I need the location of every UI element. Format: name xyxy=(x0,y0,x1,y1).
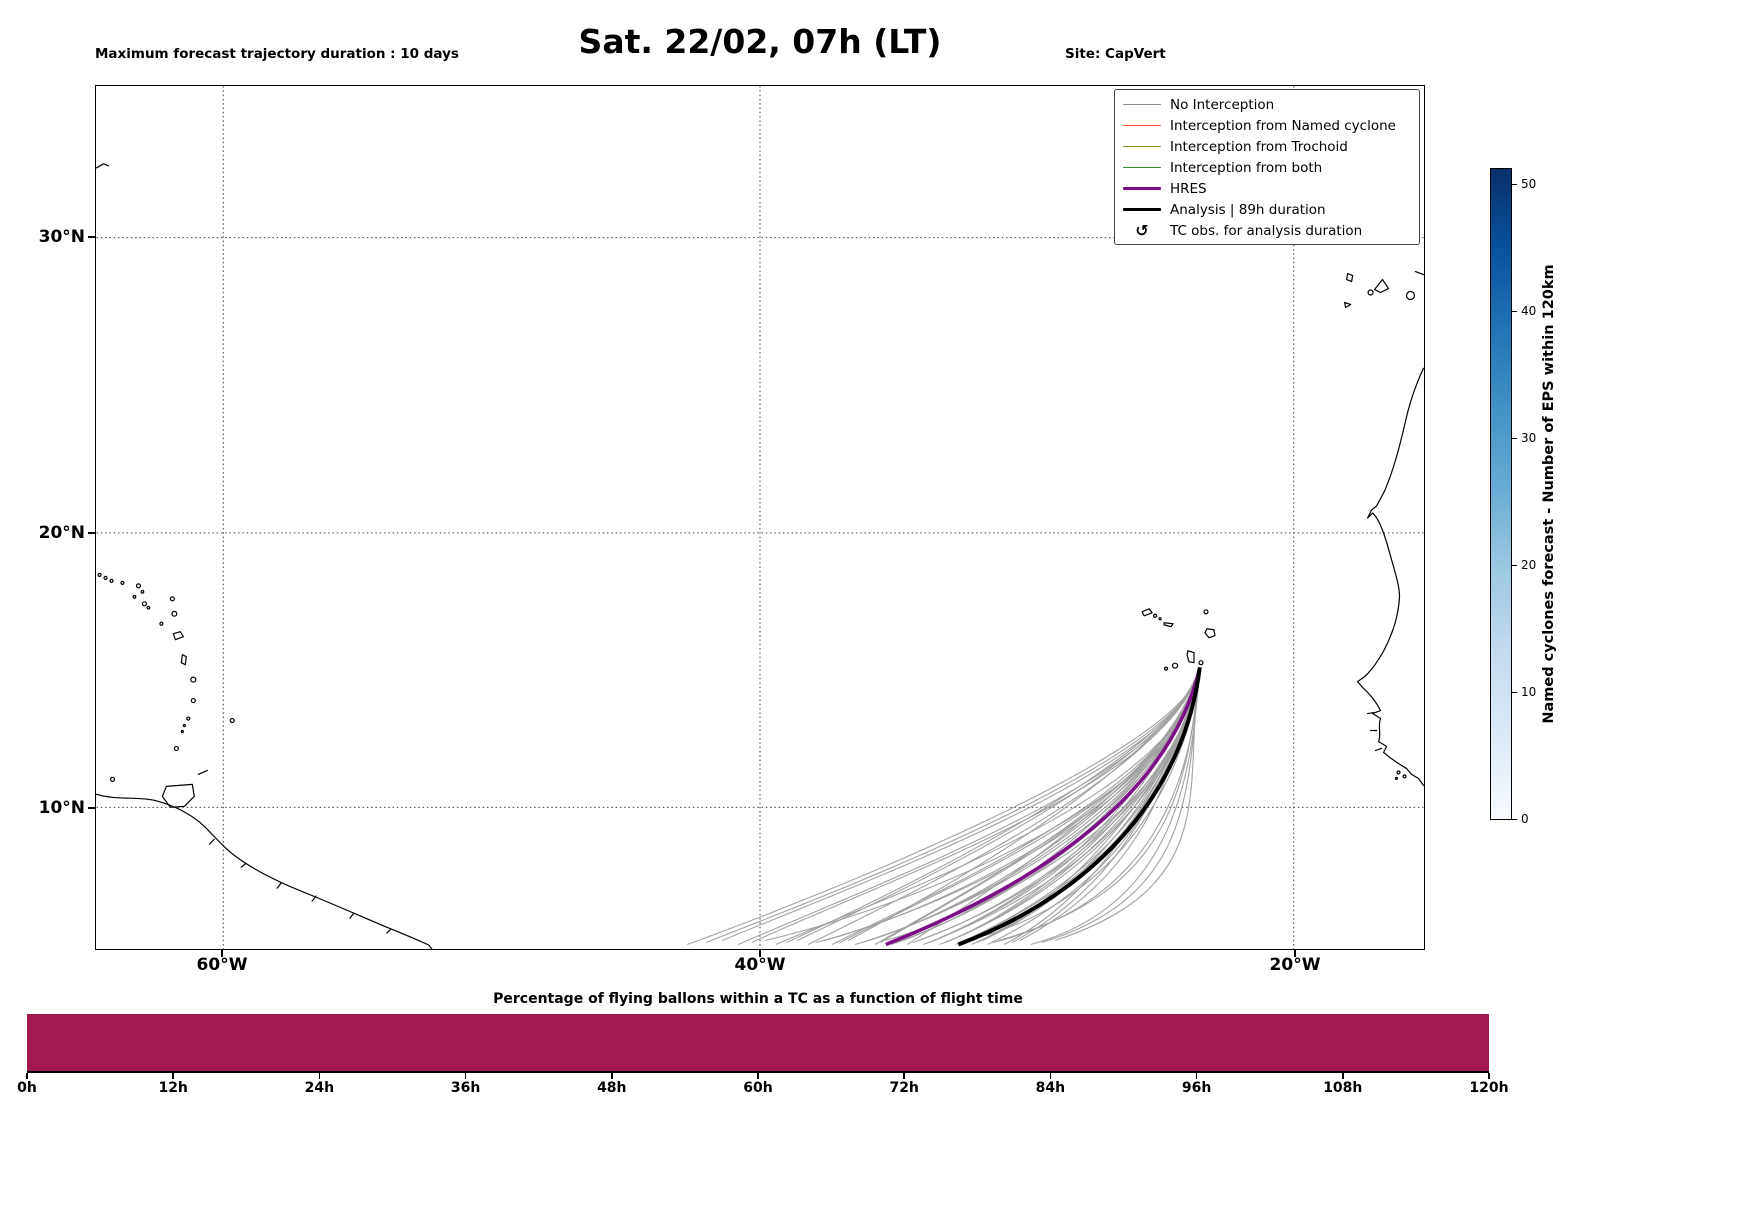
legend-line-sample xyxy=(1123,145,1161,148)
eps-trajectories xyxy=(687,667,1201,946)
tick-mark xyxy=(464,1072,467,1079)
map-plot: No Interception Interception from Named … xyxy=(95,85,1425,950)
colorbar-tick-label: 0 xyxy=(1521,812,1529,826)
x-tick-label: 60h xyxy=(743,1080,773,1096)
tick-mark xyxy=(1512,311,1517,313)
lat-tick-label: 10°N xyxy=(38,798,85,818)
tick-mark xyxy=(757,1072,759,1079)
tick-mark xyxy=(1488,1072,1490,1079)
x-tick-label: 36h xyxy=(450,1080,481,1096)
legend-item-label: Interception from Named cyclone xyxy=(1170,117,1396,134)
legend-item-label: No Interception xyxy=(1170,96,1275,113)
map-svg xyxy=(96,86,1424,949)
coastlines xyxy=(96,163,1424,949)
tick-mark xyxy=(172,1072,174,1079)
bottom-x-axis xyxy=(27,1071,1489,1073)
legend: No Interception Interception from Named … xyxy=(1114,89,1420,245)
legend-item: Interception from Named cyclone xyxy=(1115,115,1419,136)
x-tick-label: 96h xyxy=(1181,1080,1212,1096)
tick-mark xyxy=(26,1072,28,1079)
tick-mark xyxy=(1512,184,1517,186)
legend-line-sample xyxy=(1123,186,1161,191)
tick-mark xyxy=(88,807,95,809)
legend-item: HRES xyxy=(1115,178,1419,199)
lat-tick-label: 20°N xyxy=(38,523,85,543)
x-tick-label: 84h xyxy=(1035,1080,1066,1096)
x-tick-label: 48h xyxy=(597,1080,627,1096)
tick-mark xyxy=(1294,950,1296,957)
colorbar-tick-label: 20 xyxy=(1521,558,1537,572)
param-line: Maximum forecast trajectory duration : 1… xyxy=(95,46,459,62)
legend-item-label: Interception from Trochoid xyxy=(1170,138,1348,155)
legend-line-sample xyxy=(1123,124,1161,127)
legend-line-sample xyxy=(1123,166,1161,169)
legend-item-label: Interception from both xyxy=(1170,159,1323,176)
tick-mark xyxy=(759,950,761,957)
tick-mark xyxy=(1512,819,1517,821)
colorbar xyxy=(1490,168,1512,820)
tick-mark xyxy=(1512,438,1517,440)
tick-mark xyxy=(1342,1072,1344,1079)
tick-mark xyxy=(1512,692,1517,694)
lon-tick-label: 60°W xyxy=(196,955,248,975)
hres-trajectory xyxy=(885,666,1202,947)
tick-mark xyxy=(221,950,223,957)
tick-mark xyxy=(1512,565,1517,567)
legend-item-label: TC obs. for analysis duration xyxy=(1170,222,1363,239)
tick-mark xyxy=(903,1072,905,1079)
x-tick-label: 72h xyxy=(889,1080,919,1096)
tick-mark xyxy=(88,532,95,534)
legend-line-sample xyxy=(1123,103,1161,106)
tc-obs-icon: ↺ xyxy=(1135,220,1149,240)
x-tick-label: 108h xyxy=(1323,1080,1363,1096)
tick-mark xyxy=(88,236,95,238)
analysis-trajectory xyxy=(957,667,1202,947)
legend-item-label: Analysis | 89h duration xyxy=(1170,201,1326,218)
tick-mark xyxy=(318,1072,321,1079)
x-tick-label: 0h xyxy=(17,1080,37,1096)
colorbar-tick-label: 30 xyxy=(1521,431,1537,445)
colorbar-tick-label: 40 xyxy=(1521,304,1537,318)
tick-mark xyxy=(1195,1072,1198,1079)
colorbar-label: Named cyclones forecast - Number of EPS … xyxy=(1541,264,1557,724)
x-tick-label: 24h xyxy=(304,1080,335,1096)
lon-tick-label: 20°W xyxy=(1269,955,1321,975)
tick-mark xyxy=(611,1072,613,1079)
legend-line-sample xyxy=(1123,207,1161,212)
colorbar-tick-label: 10 xyxy=(1521,685,1537,699)
lat-tick-label: 30°N xyxy=(38,227,85,247)
bottom-chart-title: Percentage of flying ballons within a TC… xyxy=(493,991,1023,1007)
page-title: Sat. 22/02, 07h (LT) xyxy=(578,22,942,61)
legend-item: Interception from both xyxy=(1115,157,1419,178)
info-line: Site: CapVert xyxy=(1065,46,1166,62)
legend-item: No Interception xyxy=(1115,94,1419,115)
tick-mark xyxy=(1049,1072,1052,1079)
legend-item: ↺ TC obs. for analysis duration xyxy=(1115,220,1419,241)
legend-item: Interception from Trochoid xyxy=(1115,136,1419,157)
x-tick-label: 120h xyxy=(1469,1080,1509,1096)
legend-item-label: HRES xyxy=(1170,180,1207,197)
lon-tick-label: 40°W xyxy=(734,955,786,975)
colorbar-tick-label: 50 xyxy=(1521,177,1537,191)
legend-item: Analysis | 89h duration xyxy=(1115,199,1419,220)
tc-percentage-bar xyxy=(27,1014,1489,1071)
x-tick-label: 12h xyxy=(158,1080,188,1096)
